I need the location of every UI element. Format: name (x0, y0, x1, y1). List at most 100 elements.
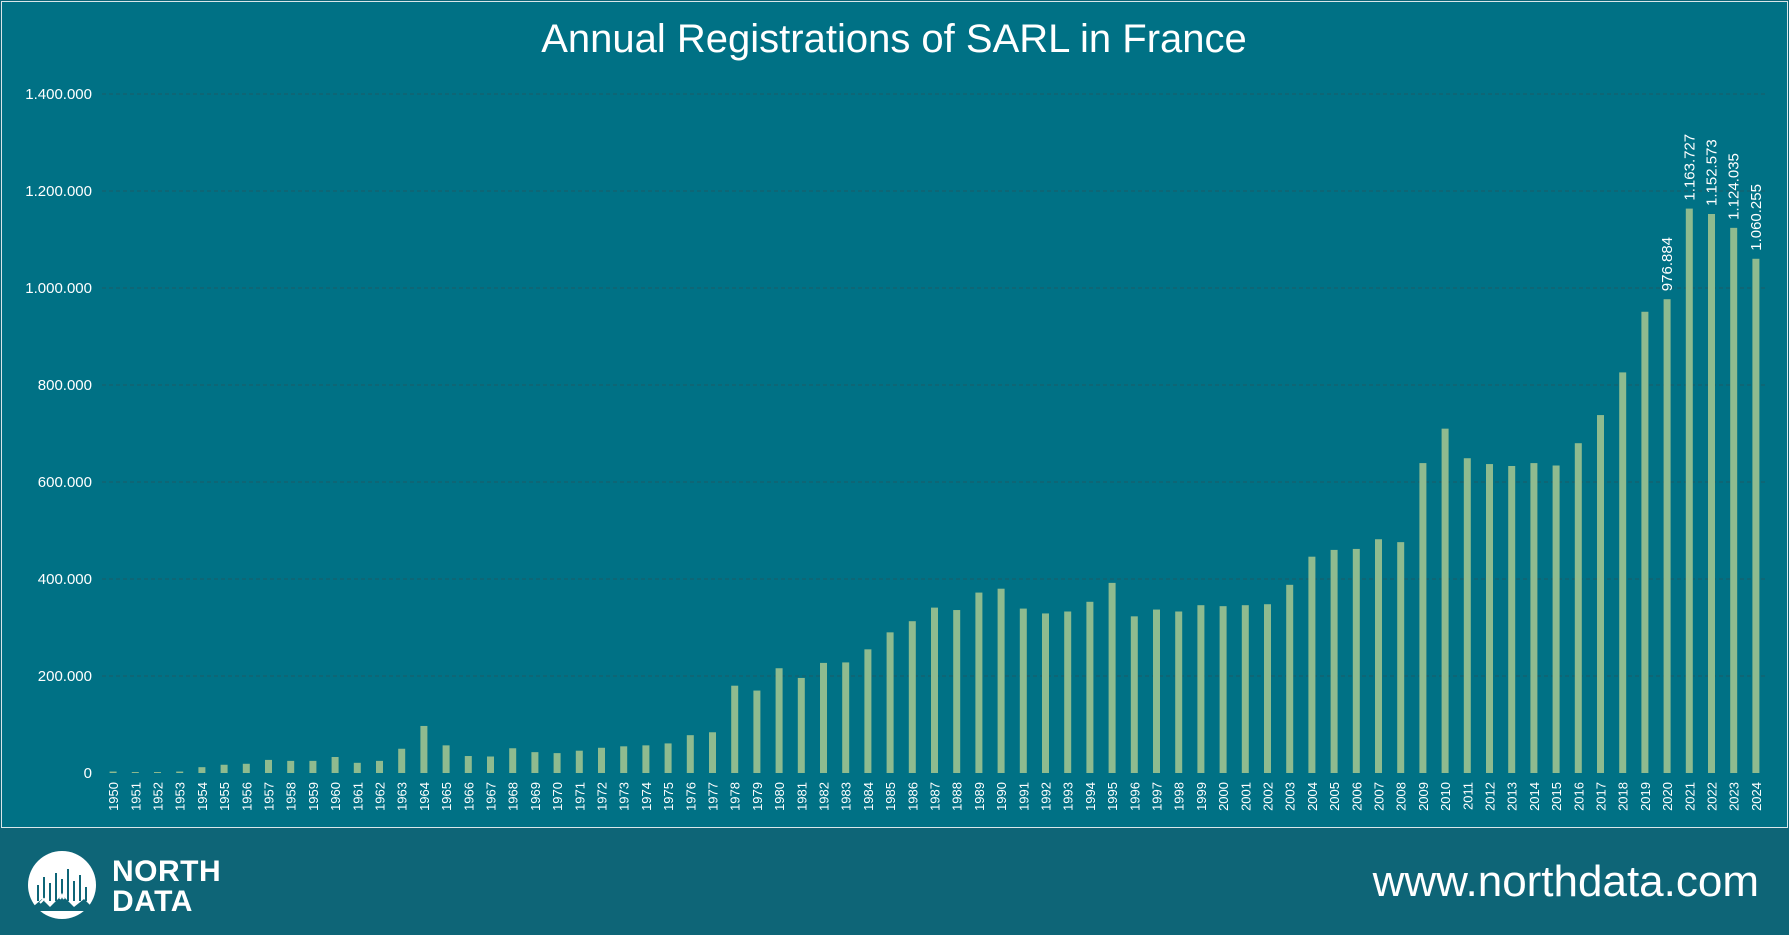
x-tick-label: 1988 (950, 782, 965, 811)
bar-1960 (331, 756, 339, 773)
data-label-2020: 976.884 (1659, 237, 1676, 291)
x-tick-label: 1950 (106, 782, 121, 811)
bar-1986 (908, 621, 916, 773)
bar-1997 (1153, 609, 1160, 773)
bar-2014 (1530, 463, 1538, 773)
bar-1973 (620, 746, 628, 773)
bar-1961 (353, 762, 361, 773)
x-tick-label: 2012 (1483, 782, 1498, 811)
x-tick-label: 2001 (1238, 782, 1253, 811)
x-tick-label: 2014 (1527, 782, 1542, 811)
x-tick-label: 1982 (817, 782, 832, 811)
x-tick-label: 1968 (506, 782, 521, 811)
x-tick-label: 1965 (439, 782, 454, 811)
bar-1981 (797, 677, 805, 773)
x-tick-label: 1989 (972, 782, 987, 811)
x-tick-label: 1955 (217, 782, 232, 811)
bar-1965 (442, 745, 450, 773)
x-tick-label: 2022 (1705, 782, 1720, 811)
data-labels: 976.884 1.163.727 1.152.573 1.124.035 1.060.… (1659, 134, 1765, 291)
bar-1999 (1197, 605, 1205, 773)
bar-1976 (686, 735, 694, 773)
x-tick-label: 1998 (1172, 782, 1187, 811)
x-tick-label: 1951 (128, 782, 143, 811)
x-tick-label: 2008 (1394, 782, 1409, 811)
bar-1977 (709, 732, 716, 773)
x-tick-label: 1977 (706, 782, 721, 811)
bar-1967 (487, 756, 494, 773)
x-tick-label: 1962 (373, 782, 388, 811)
x-tick-label: 2007 (1372, 782, 1387, 811)
bar-2022 (1708, 214, 1715, 774)
bar-2015 (1552, 465, 1560, 773)
bar-2008 (1397, 542, 1405, 773)
data-label-2021: 1.163.727 (1681, 134, 1698, 201)
bar-2023 (1730, 227, 1738, 773)
x-tick-label: 2018 (1616, 782, 1631, 811)
x-tick-label: 1979 (750, 782, 765, 811)
bar-1978 (731, 685, 739, 773)
x-tick-label: 2015 (1549, 782, 1564, 811)
x-tick-label: 1986 (905, 782, 920, 811)
x-tick-label: 1963 (395, 782, 410, 811)
data-label-2023: 1.124.035 (1726, 153, 1743, 220)
x-tick-label: 2021 (1682, 782, 1697, 811)
x-tick-label: 1996 (1127, 782, 1142, 811)
gridlines (102, 93, 1767, 677)
bar-1962 (376, 760, 383, 773)
x-tick-label: 2004 (1305, 782, 1320, 811)
bar-1971 (575, 750, 583, 773)
x-tick-label: 1995 (1105, 782, 1120, 811)
x-tick-label: 1984 (861, 782, 876, 811)
bar-1963 (398, 748, 406, 773)
x-tick-label: 2023 (1727, 782, 1742, 811)
x-tick-label: 2009 (1416, 782, 1431, 811)
x-axis-ticks: 1950 1951 1952 1953 1954 1955 1956 1957 1958 1959… (106, 782, 1764, 811)
x-tick-label: 2019 (1638, 782, 1653, 811)
bar-1983 (842, 662, 850, 773)
data-label-2024: 1.060.255 (1748, 184, 1765, 251)
x-tick-label: 1990 (994, 782, 1009, 811)
bar-2016 (1574, 443, 1582, 773)
x-tick-label: 1960 (328, 782, 343, 811)
x-tick-label: 1969 (528, 782, 543, 811)
bar-2006 (1352, 548, 1360, 773)
x-tick-label: 2006 (1349, 782, 1364, 811)
bar-1957 (265, 759, 272, 773)
x-tick-label: 1975 (661, 782, 676, 811)
bars (109, 208, 1760, 774)
x-tick-label: 1991 (1016, 782, 1031, 811)
bar-1990 (997, 588, 1005, 773)
x-tick-label: 1970 (550, 782, 565, 811)
x-tick-label: 2003 (1283, 782, 1298, 811)
x-tick-label: 2016 (1571, 782, 1586, 811)
bar-2007 (1375, 539, 1382, 773)
x-tick-label: 1961 (350, 782, 365, 811)
bar-1952 (154, 772, 161, 773)
x-tick-label: 1953 (173, 782, 188, 811)
bar-2002 (1264, 604, 1271, 773)
bar-1996 (1130, 616, 1138, 773)
bar-1987 (931, 607, 938, 773)
bar-2000 (1219, 606, 1227, 773)
x-tick-label: 1999 (1194, 782, 1209, 811)
y-tick-label: 600.000 (38, 474, 92, 491)
bar-2020 (1663, 299, 1671, 773)
y-tick-label: 0 (84, 765, 92, 782)
north-data-logo[interactable]: NORTH DATA (24, 849, 264, 921)
bar-2005 (1330, 549, 1338, 773)
y-tick-label: 1.200.000 (25, 183, 92, 200)
logo-line-data: DATA (112, 885, 193, 918)
x-tick-label: 1967 (484, 782, 499, 811)
x-tick-label: 1972 (595, 782, 610, 811)
bar-1984 (864, 649, 872, 773)
bar-1974 (642, 745, 650, 773)
x-tick-label: 1956 (239, 782, 254, 811)
x-tick-label: 1964 (417, 782, 432, 811)
bar-1979 (753, 690, 761, 773)
y-tick-label: 400.000 (38, 571, 92, 588)
x-tick-label: 1974 (639, 782, 654, 811)
logo-line-north: NORTH (112, 855, 222, 888)
bar-2017 (1597, 415, 1604, 773)
website-link[interactable]: www.northdata.com (1372, 857, 1759, 906)
